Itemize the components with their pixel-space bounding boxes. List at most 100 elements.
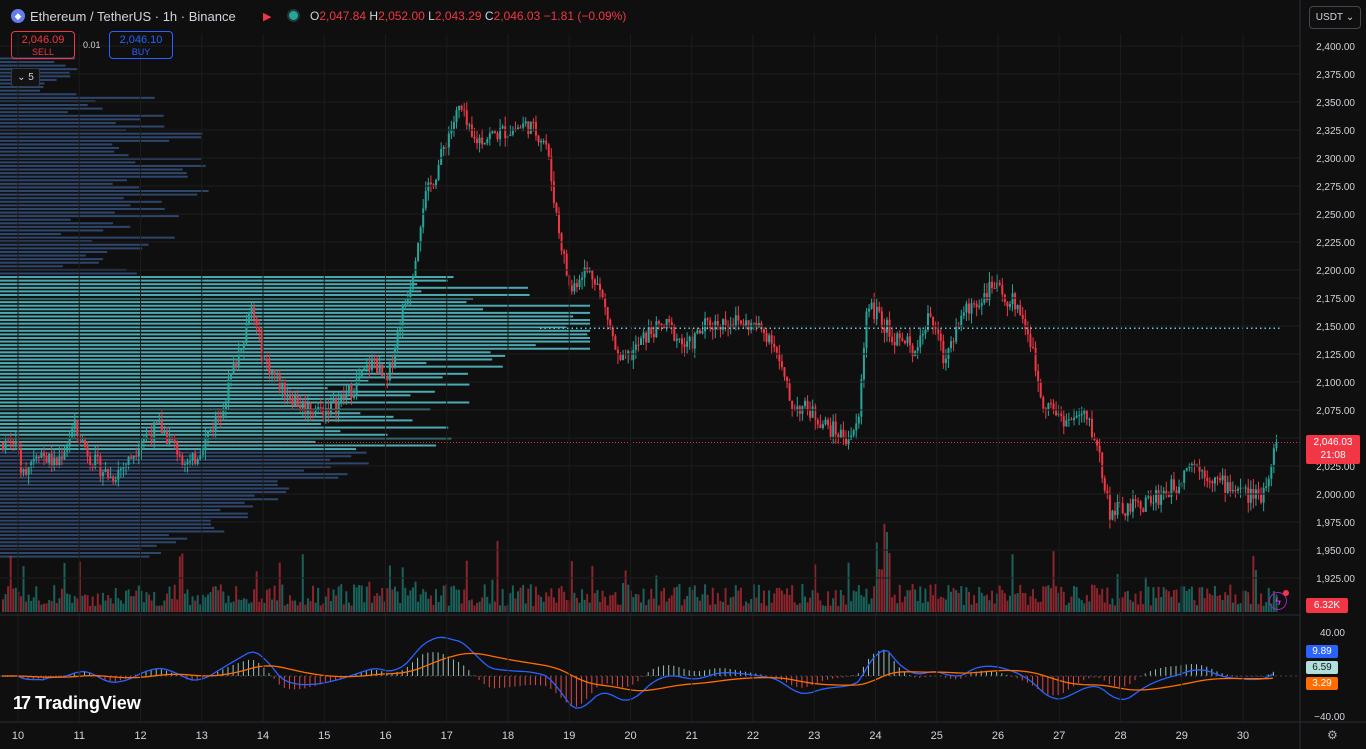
volume-bar xyxy=(347,602,350,612)
volume-profile-bar xyxy=(0,190,209,193)
volume-profile-bar xyxy=(0,104,88,107)
volume-profile-bar xyxy=(0,544,157,547)
volume-bar xyxy=(834,590,837,612)
volume-bar xyxy=(381,587,384,612)
volume-bar xyxy=(640,602,642,612)
macd-histogram-bar xyxy=(970,673,972,676)
market-status-icon[interactable] xyxy=(289,11,298,20)
candle-body xyxy=(511,128,514,135)
volume-bar xyxy=(1111,598,1114,612)
volume-bar xyxy=(27,594,30,612)
candle-body xyxy=(862,348,865,380)
candle-body xyxy=(222,410,225,418)
macd-histogram-bar xyxy=(1185,664,1187,676)
volume-bar xyxy=(919,586,922,612)
candle-body xyxy=(844,438,847,445)
volume-bar xyxy=(329,601,332,612)
volume-bar xyxy=(947,585,950,612)
alert-icon[interactable]: ϟ xyxy=(1269,590,1289,610)
volume-bar xyxy=(1196,605,1199,612)
volume-bar xyxy=(86,595,89,612)
macd-histogram-bar xyxy=(89,672,91,676)
macd-histogram-bar xyxy=(534,676,536,686)
volume-profile-bar xyxy=(0,362,427,365)
macd-histogram-bar xyxy=(1011,676,1013,677)
candle-body xyxy=(94,454,97,468)
volume-bar xyxy=(1032,589,1035,612)
candle-body xyxy=(1124,513,1127,516)
candle-body xyxy=(271,370,274,375)
candle-body xyxy=(60,456,63,459)
volume-bar xyxy=(291,600,294,612)
candle-body xyxy=(230,373,233,380)
candle-body xyxy=(232,362,235,374)
candle-body xyxy=(101,472,104,477)
volume-bar xyxy=(675,586,678,612)
volume-bar xyxy=(181,553,184,612)
macd-histogram-bar xyxy=(868,658,870,676)
candle-body xyxy=(460,105,463,110)
candle-body xyxy=(1024,319,1027,330)
chevron-down-icon: ⌄ xyxy=(1345,12,1355,23)
candle-body xyxy=(1088,418,1091,420)
volume-profile-bar xyxy=(0,222,113,225)
macd-histogram-bar xyxy=(155,669,157,676)
volume-bar xyxy=(281,584,284,612)
candle-body xyxy=(534,122,537,136)
candle-body xyxy=(880,311,883,328)
volume-bar xyxy=(558,588,561,612)
macd-histogram-bar xyxy=(719,668,721,676)
volume-profile-bar xyxy=(0,100,96,103)
macd-histogram-bar xyxy=(99,676,101,678)
candle-body xyxy=(473,136,476,139)
price-tick-label: 2,025.00 xyxy=(1316,462,1355,473)
macd-histogram-bar xyxy=(160,669,162,676)
volume-bar xyxy=(775,587,778,612)
volume-profile-bar xyxy=(0,125,165,128)
volume-bar xyxy=(276,600,279,612)
volume-profile-bar xyxy=(0,247,143,250)
candle-body xyxy=(137,450,140,457)
volume-bar xyxy=(952,587,955,612)
candle-body xyxy=(9,441,12,443)
volume-bar xyxy=(983,595,986,612)
macd-histogram-bar xyxy=(83,671,85,676)
buy-button[interactable]: 2,046.10 BUY xyxy=(109,31,173,59)
volume-bar xyxy=(573,592,576,612)
volume-bar xyxy=(1213,585,1216,612)
price-tick-label: 2,225.00 xyxy=(1316,238,1355,249)
volume-bar xyxy=(1244,590,1247,612)
volume-bar xyxy=(960,586,963,612)
indicators-toggle[interactable]: ⌄ 5 xyxy=(11,68,40,87)
volume-bar xyxy=(534,586,537,612)
volume-bar xyxy=(1093,585,1096,612)
candle-body xyxy=(847,439,850,445)
candle-body xyxy=(647,327,650,343)
volume-bar xyxy=(1003,593,1006,612)
signal-line xyxy=(2,652,1273,692)
gear-icon[interactable]: ⚙ xyxy=(1327,728,1338,742)
candle-body xyxy=(335,398,338,414)
macd-histogram-bar xyxy=(365,671,367,676)
candle-body xyxy=(332,398,335,402)
volume-profile-bar xyxy=(0,211,115,214)
volume-bar xyxy=(160,605,163,612)
volume-bar xyxy=(114,588,117,612)
flag-icon[interactable]: ▶ xyxy=(263,11,272,23)
volume-bar xyxy=(470,599,473,612)
tradingview-logo[interactable]: 17 TradingView xyxy=(13,693,141,713)
candle-body xyxy=(745,320,748,327)
candle-body xyxy=(1142,508,1145,512)
candle-body xyxy=(973,303,976,305)
date-tick-label: 14 xyxy=(257,730,269,742)
sell-button[interactable]: 2,046.09 SELL xyxy=(11,31,75,59)
macd-histogram-bar xyxy=(222,669,224,676)
symbol-title[interactable]: Ethereum / TetherUS · 1h · Binance xyxy=(30,9,236,24)
tradingview-mark-icon: 17 xyxy=(13,693,31,713)
volume-bar xyxy=(66,593,69,612)
candle-body xyxy=(322,407,325,416)
currency-button[interactable]: USDT ⌄ xyxy=(1309,6,1361,29)
volume-bar xyxy=(1142,604,1145,612)
